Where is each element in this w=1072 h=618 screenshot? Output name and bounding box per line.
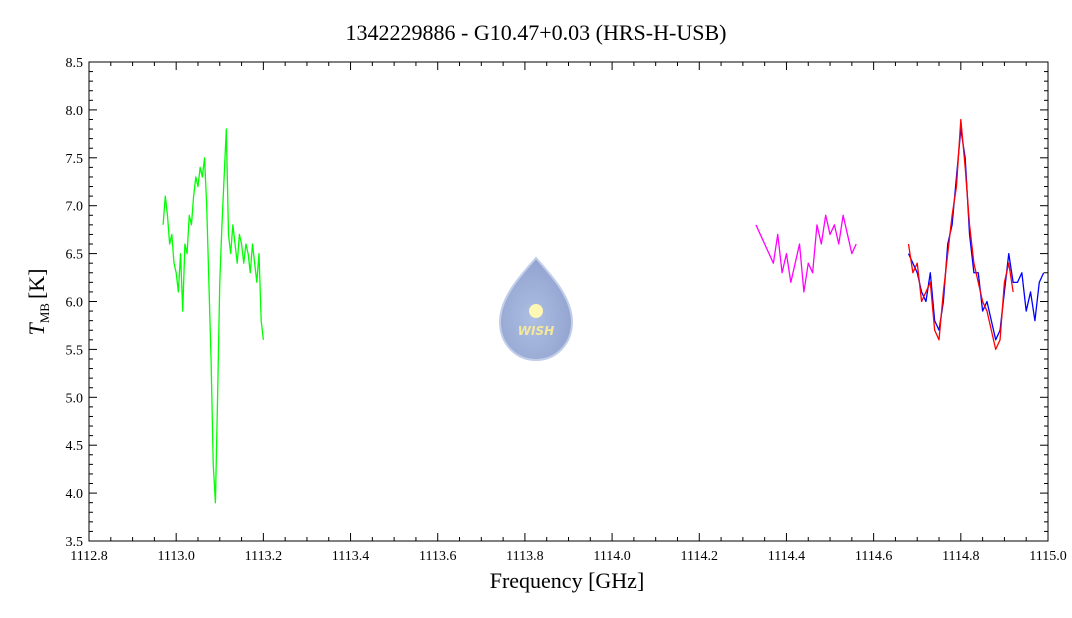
y-label-symbol: T [24, 322, 49, 336]
y-tick-label: 5.0 [66, 391, 84, 406]
spectrum-line [907, 128, 1045, 341]
x-tick-label: 1113.6 [419, 549, 456, 564]
x-tick-label: 1114.0 [593, 549, 630, 564]
x-tick-label: 1113.2 [245, 549, 282, 564]
y-axis-label-text: TMB [K] [24, 268, 52, 335]
y-tick-label: 5.5 [66, 343, 84, 358]
y-tick-label: 6.0 [66, 296, 84, 311]
x-tick-label: 1113.0 [157, 549, 194, 564]
x-tick-label: 1114.8 [942, 549, 979, 564]
y-tick-label: 4.0 [66, 487, 84, 502]
x-axis-label: Frequency [GHz] [490, 568, 645, 593]
logo: WISH [498, 256, 574, 362]
spectrum-line [162, 128, 265, 504]
x-tick-label: 1114.4 [768, 549, 805, 564]
x-tick-label: 1114.6 [855, 549, 892, 564]
x-tick-label: 1114.2 [681, 549, 718, 564]
spectrum-line [755, 214, 857, 293]
y-tick-label: 7.0 [66, 200, 84, 215]
x-tick-label: 1113.4 [332, 549, 369, 564]
spectrum-line [907, 118, 1014, 351]
x-tick-label: 1115.0 [1029, 549, 1066, 564]
chart-title: 1342229886 - G10.47+0.03 (HRS-H-USB) [346, 20, 727, 45]
y-axis-label: TMB [K] [24, 268, 52, 335]
y-label-subscript: MB [37, 303, 52, 324]
y-label-unit: [K] [24, 268, 49, 299]
y-tick-label: 4.5 [66, 439, 84, 454]
y-tick-label: 8.0 [66, 104, 84, 119]
y-tick-label: 7.5 [66, 152, 84, 167]
x-tick-label: 1112.8 [70, 549, 107, 564]
logo-text: WISH [518, 324, 554, 338]
y-tick-label: 8.5 [66, 56, 84, 71]
y-tick-label: 3.5 [66, 535, 84, 550]
x-tick-label: 1113.8 [506, 549, 543, 564]
y-tick-label: 6.5 [66, 248, 84, 263]
logo-star [529, 304, 543, 318]
